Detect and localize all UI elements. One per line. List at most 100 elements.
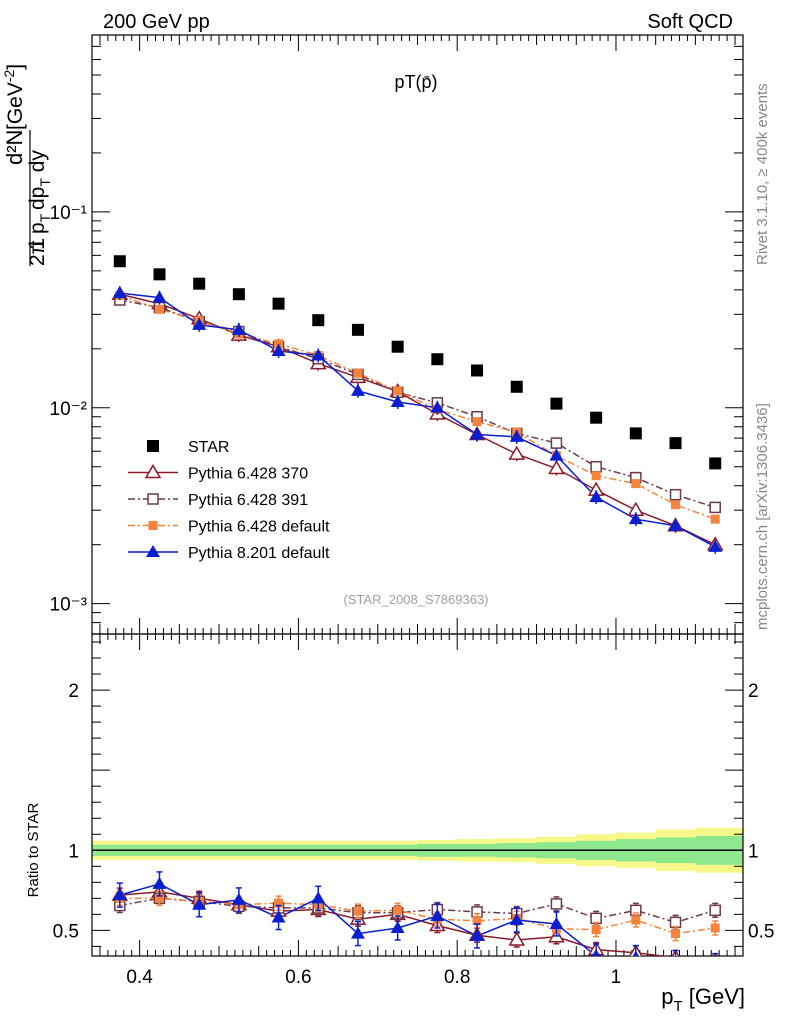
series-line-p8 <box>119 292 716 548</box>
point-p8 <box>152 290 167 303</box>
point-p8 <box>549 448 564 461</box>
legend-item-p391: Pythia 6.428 391 <box>128 492 308 509</box>
ratio-point-p391 <box>550 898 563 910</box>
legend-item-p370: Pythia 6.428 370 <box>128 464 308 483</box>
ratio-plot-frame <box>91 633 744 957</box>
legend-marker <box>144 464 162 479</box>
point-p6def <box>472 417 482 427</box>
point-p6def <box>671 500 681 510</box>
ratio-point-p6def <box>591 925 601 935</box>
legend-item-p8: Pythia 8.201 default <box>128 545 330 562</box>
point-p391 <box>709 501 721 514</box>
point-p391 <box>550 437 563 449</box>
point-p8 <box>192 317 207 330</box>
point-star <box>153 268 166 281</box>
plot-title: pT(p̄) <box>394 72 437 92</box>
point-star <box>550 397 563 410</box>
main-y-axis-title: 1 2π pT d²N dpT dy [GeV-2] <box>1 64 53 266</box>
ratio-point-p8 <box>152 876 167 889</box>
ratio-line-p370 <box>119 891 669 956</box>
ratio-point-p6def <box>631 915 641 925</box>
point-p8 <box>311 348 326 361</box>
ratio-y-axis-title: Ratio to STAR <box>25 802 42 897</box>
series-line-p6def <box>119 294 716 520</box>
ratio-point-p8 <box>470 928 485 941</box>
point-star <box>510 380 523 393</box>
legend-item-p6def: Pythia 6.428 default <box>128 519 330 536</box>
point-p6def <box>274 339 284 349</box>
ratio-point-p6def <box>274 898 284 908</box>
point-p8 <box>589 490 604 503</box>
ratio-line-p391 <box>119 897 716 924</box>
point-star <box>351 323 364 336</box>
legend-marker <box>146 545 160 557</box>
ratio-y-tick-label: 1 <box>68 841 79 862</box>
point-p8 <box>470 427 485 440</box>
point-p391 <box>669 488 682 501</box>
legend-label: Pythia 6.428 default <box>188 519 330 536</box>
legend-item-star: STAR <box>147 439 229 456</box>
ratio-point-p8 <box>311 891 326 904</box>
ratio-point-p6def <box>710 923 720 933</box>
point-p6def <box>631 479 641 489</box>
ratio-point-p6def <box>154 893 164 903</box>
ratio-point-p8 <box>708 959 722 971</box>
point-star <box>709 457 722 470</box>
legend-label: STAR <box>188 439 229 456</box>
ratio-point-p370 <box>508 931 526 946</box>
ratio-y-tick-label: 0.5 <box>53 921 79 942</box>
header-left: 200 GeV pp <box>103 11 210 33</box>
ratio-point-p8 <box>271 910 286 923</box>
point-p8 <box>390 395 405 408</box>
ratio-point-p8 <box>350 926 365 939</box>
ratio-point-p8 <box>390 920 405 933</box>
ratio-point-p6def <box>393 905 403 915</box>
point-p8 <box>708 539 723 552</box>
legend-marker <box>148 521 158 530</box>
point-star <box>391 340 404 353</box>
point-p8 <box>271 343 286 356</box>
ratio-point-p8 <box>231 892 246 905</box>
ratio-point-p6def <box>353 906 363 916</box>
point-p8 <box>231 322 246 335</box>
ratio-y-tick-label-right: 1 <box>748 841 759 862</box>
point-p391 <box>590 460 602 473</box>
main-y-tick-label: 10⁻³ <box>50 595 88 616</box>
x-tick-label: 1 <box>611 967 622 988</box>
ratio-point-p8 <box>592 949 601 956</box>
point-p8 <box>668 518 683 531</box>
ratio-y-tick-label-right: 0.5 <box>748 921 774 942</box>
legend-label: Pythia 6.428 391 <box>188 492 308 509</box>
point-p6def <box>591 471 601 481</box>
ratio-series-group <box>111 871 722 971</box>
point-star <box>272 297 285 310</box>
point-p6def <box>353 368 363 378</box>
ratio-y-tick-label-right: 2 <box>748 681 759 702</box>
point-p8 <box>509 429 524 442</box>
point-star <box>669 437 682 450</box>
point-p8 <box>430 400 445 413</box>
svg-text:d²N: d²N <box>2 130 27 165</box>
main-y-tick-label: 10⁻² <box>50 399 88 420</box>
mcplots-label: mcplots.cern.ch [arXiv:1306.3436] <box>754 403 771 630</box>
point-p370 <box>508 445 526 460</box>
point-star <box>471 364 484 377</box>
header-right: Soft QCD <box>647 11 733 33</box>
point-p6def <box>154 304 164 314</box>
ratio-point-p391 <box>709 904 721 917</box>
svg-text:[GeV-2]: [GeV-2] <box>1 64 27 130</box>
analysis-id: (STAR_2008_S7869363) <box>343 592 488 607</box>
legend-label: Pythia 6.428 370 <box>188 466 308 483</box>
legend-marker <box>147 440 159 452</box>
rivet-label: Rivet 3.1.10, ≥ 400k events <box>754 83 771 265</box>
point-star <box>629 427 642 440</box>
point-star <box>312 314 325 327</box>
ratio-point-p370 <box>713 953 717 956</box>
svg-text:dpT dy: dpT dy <box>26 150 53 210</box>
point-star <box>232 288 245 301</box>
point-p370 <box>548 459 565 475</box>
ratio-y-tick-label: 2 <box>68 681 79 702</box>
main-series-group <box>111 255 724 554</box>
ratio-point-p6def <box>472 916 482 926</box>
point-star <box>431 353 444 366</box>
